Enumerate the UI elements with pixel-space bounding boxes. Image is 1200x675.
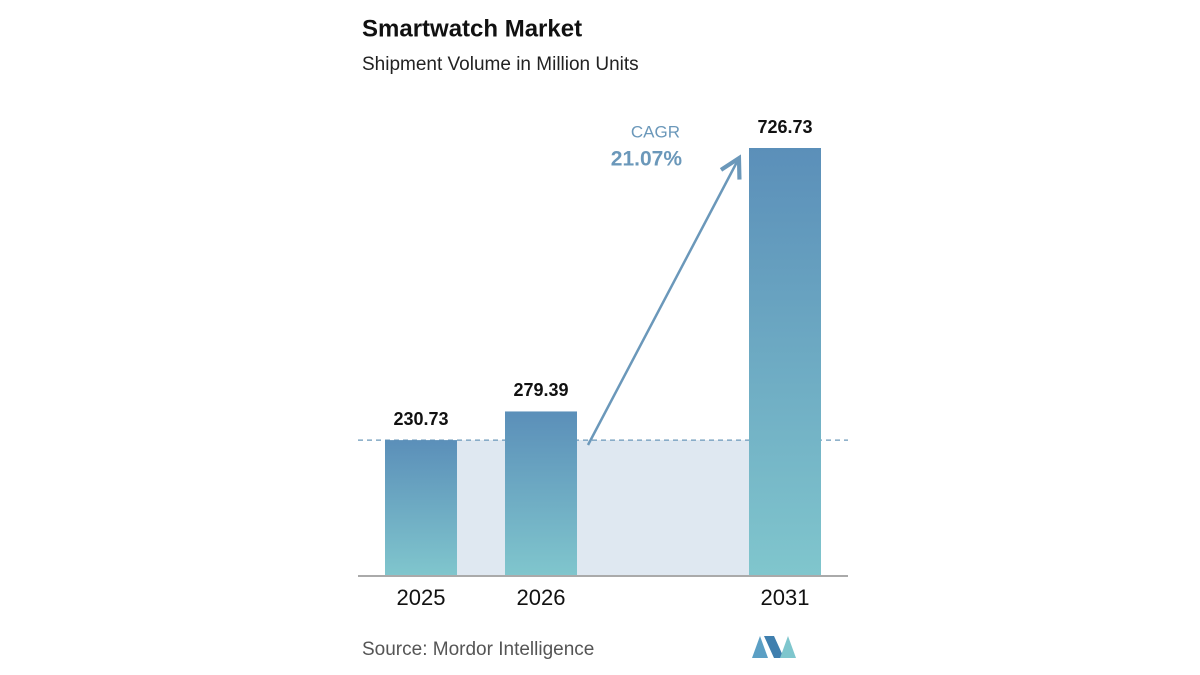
reference-band	[421, 440, 785, 576]
source: Source: Mordor Intelligence	[362, 639, 594, 660]
value-label: 279.39	[513, 380, 568, 400]
bar	[385, 440, 457, 576]
value-label: 726.73	[757, 117, 812, 137]
value-label: 230.73	[393, 409, 448, 429]
chart-title: Smartwatch Market	[362, 15, 582, 42]
x-tick-label: 2025	[397, 585, 446, 610]
cagr-arrow	[586, 160, 738, 446]
bar	[505, 411, 577, 576]
cagr-value: 21.07%	[611, 148, 683, 171]
logo	[752, 636, 796, 658]
x-tick-label: 2026	[517, 585, 566, 610]
chart-subtitle: Shipment Volume in Million Units	[362, 54, 639, 75]
cagr-label: CAGR	[631, 122, 680, 141]
bar	[749, 148, 821, 576]
x-tick-label: 2031	[761, 585, 810, 610]
plot-area: 230.73 2025 279.39 2026 726.73 2031	[358, 117, 848, 610]
